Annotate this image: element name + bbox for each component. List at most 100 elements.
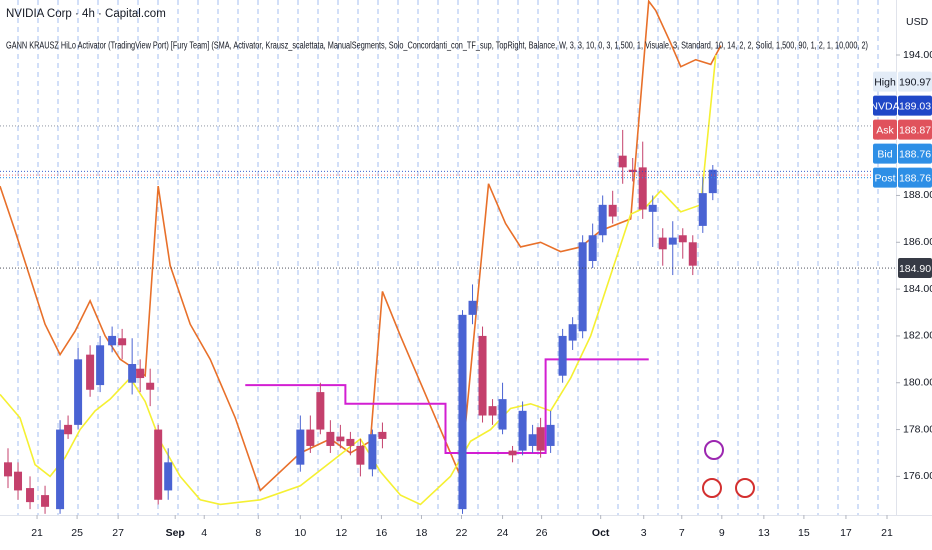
price-label-box <box>898 71 932 92</box>
candle-body <box>14 471 23 491</box>
x-tick-label: 22 <box>456 527 468 539</box>
candle-body <box>41 495 50 507</box>
price-label-name: Ask <box>876 124 894 136</box>
x-tick-label: 4 <box>201 527 207 539</box>
price-label-value: 184.90 <box>899 263 931 275</box>
candle-body <box>678 235 687 243</box>
x-tick-label: 27 <box>112 527 124 539</box>
x-tick-label: 15 <box>798 527 810 539</box>
x-tick-label: 3 <box>641 527 647 539</box>
indicator-line <box>0 0 722 492</box>
price-label-value: 188.76 <box>899 148 931 160</box>
x-tick-label: 16 <box>376 527 388 539</box>
candle-body <box>154 429 163 500</box>
candle-body <box>108 335 117 346</box>
y-tick-label: 180.00 <box>903 377 932 389</box>
candle-body <box>648 204 657 212</box>
candle-body <box>26 488 35 503</box>
price-label-name-box <box>873 71 897 92</box>
candle-body <box>346 438 355 446</box>
price-label-value: 188.87 <box>899 124 931 136</box>
candle-body <box>488 406 497 416</box>
candle-body <box>56 429 65 510</box>
candle-body <box>518 410 527 451</box>
price-label-box <box>898 167 932 188</box>
y-tick-label: 186.00 <box>903 236 932 248</box>
candle-body <box>368 434 377 470</box>
price-label-name-box <box>873 167 897 188</box>
candle-body <box>316 392 325 430</box>
candle-body <box>578 242 587 332</box>
candle-body <box>478 335 487 416</box>
candle-body <box>378 431 387 439</box>
candle-body <box>356 445 365 465</box>
candle-body <box>598 204 607 236</box>
candle-body <box>468 300 477 315</box>
candle-body <box>628 169 637 173</box>
price-label-name-box <box>873 95 897 116</box>
price-label-value: 190.97 <box>899 76 931 88</box>
candle-body <box>618 155 627 168</box>
price-label-box <box>898 95 932 116</box>
y-tick-label: 184.00 <box>903 283 932 295</box>
candle-body <box>146 382 155 390</box>
candle-body <box>4 462 13 477</box>
x-tick-label: 26 <box>536 527 548 539</box>
price-label-name-box <box>873 143 897 164</box>
candle-body <box>588 235 597 262</box>
candle-body <box>96 345 105 386</box>
x-tick-label: Sep <box>166 527 185 539</box>
candle-body <box>708 169 717 194</box>
candle-body <box>326 431 335 446</box>
price-label-name: Post <box>874 172 895 184</box>
x-tick-label: 13 <box>758 527 770 539</box>
price-label-name: Bid <box>877 148 892 160</box>
event-icon <box>735 478 755 498</box>
x-tick-label: 25 <box>71 527 83 539</box>
candle-body <box>306 429 315 446</box>
candle-body <box>336 436 345 442</box>
candle-body <box>528 434 537 446</box>
x-tick-label: 7 <box>679 527 685 539</box>
x-tick-label: 18 <box>416 527 428 539</box>
candle-body <box>568 324 577 341</box>
candle-body <box>498 399 507 430</box>
chart-title: NVIDIA Corp · 4h · Capital.com <box>6 8 166 20</box>
price-label-name: NVDA <box>870 100 899 112</box>
price-label-box <box>898 119 932 140</box>
x-tick-label: 10 <box>294 527 306 539</box>
y-tick-label: 182.00 <box>903 330 932 342</box>
x-tick-label: 21 <box>31 527 43 539</box>
price-label-value: 189.03 <box>899 100 931 112</box>
price-label-value: 188.76 <box>899 172 931 184</box>
event-icon <box>704 440 724 460</box>
x-tick-label: 9 <box>719 527 725 539</box>
y-tick-label: 188.00 <box>903 189 932 201</box>
candle-body <box>296 429 305 465</box>
price-label-box <box>898 258 932 279</box>
y-tick-label: 194.00 <box>903 49 932 61</box>
candle-body <box>668 237 677 245</box>
candle-body <box>128 364 137 383</box>
candle-body <box>536 427 545 451</box>
price-label-box <box>898 143 932 164</box>
x-tick-label: 24 <box>497 527 509 539</box>
plot-area <box>0 0 896 514</box>
y-tick-label: 176.00 <box>903 470 932 482</box>
x-tick-label: 21 <box>881 527 893 539</box>
candle-body <box>638 167 647 210</box>
currency-label: USD <box>906 16 929 28</box>
candle-body <box>86 354 95 390</box>
candle-body <box>118 338 127 346</box>
candle-body <box>164 462 173 491</box>
indicator-line <box>245 358 649 454</box>
x-tick-label: 17 <box>840 527 852 539</box>
price-label-name: High <box>874 76 896 88</box>
candle-body <box>508 450 517 456</box>
x-tick-label: Oct <box>592 527 610 539</box>
price-label-name-box <box>873 119 897 140</box>
candle-body <box>658 237 667 250</box>
candle-body <box>136 368 145 379</box>
x-tick-label: 8 <box>255 527 261 539</box>
